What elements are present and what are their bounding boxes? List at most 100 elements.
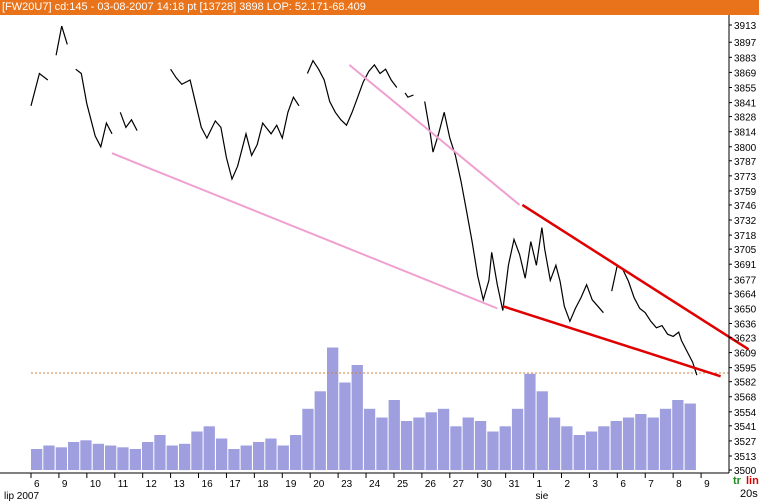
x-tick-label: 2	[564, 479, 570, 490]
volume-bar	[487, 431, 499, 470]
volume-bar	[388, 400, 400, 470]
x-axis-ticks: 6 9 10 11 12 13 16 17 18 19 20 23 24 25 26 27 30 31 1 2 3 6 7 8…	[4, 473, 710, 502]
volume-bar	[228, 449, 240, 470]
volume-bar	[647, 417, 659, 470]
y-tick-label: 3623	[734, 333, 757, 344]
volume-bar	[573, 435, 585, 470]
volume-bar	[548, 417, 561, 470]
price-series-line	[119, 112, 138, 131]
volume-bar	[105, 445, 117, 470]
month-label: sie	[536, 491, 549, 502]
y-tick-label: 3705	[734, 245, 757, 256]
volume-bar	[561, 426, 573, 471]
trendline-layer	[111, 64, 750, 378]
y-tick-label: 3582	[734, 378, 757, 389]
price-series-line	[404, 92, 414, 98]
y-tick-label: 3746	[734, 201, 757, 212]
x-tick-label: 23	[341, 479, 353, 490]
volume-bar	[376, 417, 388, 470]
y-tick-label: 3787	[734, 157, 757, 168]
x-tick-label: 11	[118, 479, 129, 490]
x-tick-label: 6	[620, 479, 626, 490]
volume-bar	[302, 408, 314, 470]
volume-bar	[191, 431, 203, 470]
chart-title-bar: [FW20U7] cd:145 - 03-08-2007 14:18 pt [1…	[0, 0, 759, 15]
volume-bar	[400, 421, 413, 470]
interval-label[interactable]: 20s	[740, 488, 758, 500]
y-tick-label: 3677	[734, 275, 757, 286]
volume-bar	[117, 447, 129, 471]
volume-bar	[524, 373, 536, 471]
price-series-line	[611, 264, 698, 376]
red-trendline	[521, 203, 750, 351]
y-tick-label: 3595	[734, 364, 757, 375]
x-tick-label: 26	[425, 479, 437, 490]
volume-bar	[598, 426, 610, 471]
y-tick-label: 3814	[734, 128, 757, 139]
volume-bar	[277, 445, 289, 470]
volume-bar	[68, 442, 80, 470]
volume-bar	[216, 438, 228, 470]
pink-trendline	[348, 64, 521, 206]
x-tick-label: 25	[397, 479, 409, 490]
y-tick-label: 3541	[734, 422, 757, 433]
x-tick-label: 1	[537, 479, 543, 490]
volume-bar	[450, 426, 462, 471]
volume-bar	[154, 435, 166, 470]
volume-layer	[31, 347, 696, 471]
x-tick-label: 27	[453, 479, 465, 490]
chart-area[interactable]: 3913389738833869385538413828381438003787…	[0, 15, 759, 502]
volume-bar	[166, 445, 178, 470]
volume-bar	[622, 417, 635, 470]
volume-bar	[129, 449, 141, 470]
y-tick-label: 3609	[734, 349, 757, 360]
y-tick-label: 3513	[734, 452, 757, 463]
y-tick-label: 3759	[734, 187, 757, 198]
month-label: lip 2007	[4, 491, 39, 502]
y-tick-label: 3841	[734, 99, 757, 110]
volume-bar	[635, 414, 647, 470]
y-tick-label: 3869	[734, 68, 757, 79]
y-tick-label: 3500	[734, 466, 757, 477]
x-tick-label: 9	[62, 479, 68, 490]
y-tick-label: 3527	[734, 437, 757, 448]
y-tick-label: 3636	[734, 319, 757, 330]
volume-bar	[474, 421, 487, 470]
volume-bar	[203, 426, 215, 471]
price-series-line	[55, 25, 68, 56]
volume-bar	[92, 443, 104, 471]
price-series-line	[30, 72, 49, 106]
volume-bar	[43, 445, 55, 470]
x-tick-label: 6	[34, 479, 40, 490]
volume-bar	[499, 426, 511, 471]
volume-bar	[55, 447, 67, 471]
volume-bar	[240, 445, 252, 470]
volume-bar	[672, 400, 684, 470]
volume-bar	[684, 403, 696, 470]
x-tick-label: 24	[369, 479, 381, 490]
volume-bar	[142, 442, 154, 470]
price-series-line	[170, 68, 300, 181]
volume-bar	[339, 382, 351, 470]
volume-bar	[437, 408, 450, 470]
volume-bar	[462, 417, 474, 470]
y-tick-label: 3855	[734, 83, 757, 94]
volume-bar	[314, 391, 326, 471]
x-tick-label: 31	[509, 479, 521, 490]
x-tick-label: 7	[648, 479, 654, 490]
pink-trendline	[111, 152, 498, 310]
x-tick-label: 30	[481, 479, 493, 490]
x-tick-label: 18	[257, 479, 269, 490]
x-tick-label: 9	[704, 479, 710, 490]
x-tick-label: 3	[592, 479, 598, 490]
y-tick-label: 3800	[734, 143, 757, 154]
volume-bar	[253, 442, 265, 470]
scale-flag[interactable]: lin	[746, 475, 759, 487]
y-tick-label: 3554	[734, 408, 757, 419]
volume-bar	[511, 408, 524, 470]
x-tick-label: 17	[229, 479, 241, 490]
trend-flag[interactable]: tr	[733, 475, 741, 487]
x-tick-label: 16	[202, 479, 214, 490]
volume-bar	[536, 391, 548, 471]
price-layer	[30, 25, 698, 376]
